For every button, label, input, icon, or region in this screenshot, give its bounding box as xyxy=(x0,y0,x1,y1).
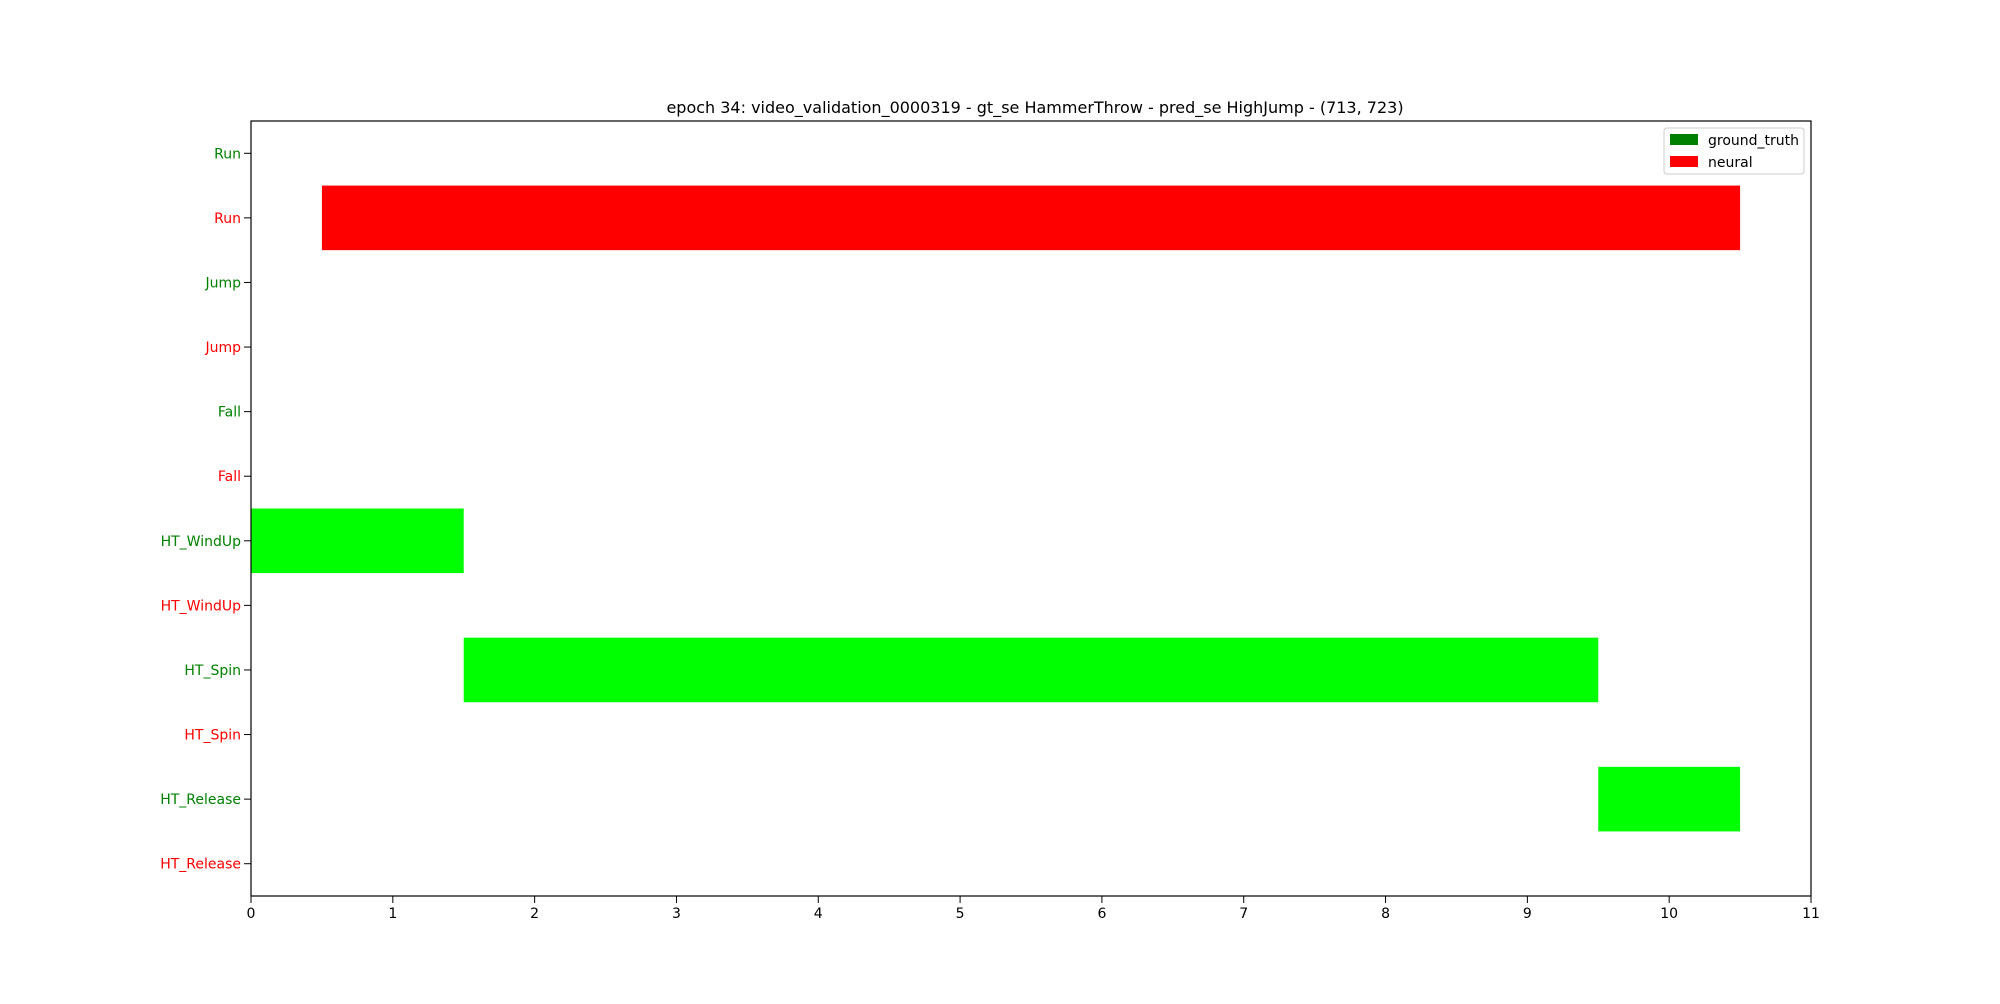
y-tick-label-8: HT_Spin xyxy=(184,663,241,679)
y-axis: Run Run Jump Jump Fall Fall HT_WindUp HT_WindUp… xyxy=(160,146,251,873)
x-tick-label-11: 11 xyxy=(1802,906,1820,922)
x-tick-label-4: 4 xyxy=(814,906,823,922)
x-tick-label-2: 2 xyxy=(530,906,539,922)
y-tick-label-6: HT_WindUp xyxy=(161,534,242,550)
legend-frame xyxy=(1663,127,1805,175)
x-tick-label-9: 9 xyxy=(1523,906,1532,922)
x-tick-label-0: 0 xyxy=(247,906,256,922)
segment-bar-1 xyxy=(251,508,464,574)
x-tick-label-6: 6 xyxy=(1097,906,1106,922)
legend-swatch-neural xyxy=(1670,156,1698,167)
y-tick-label-5: Fall xyxy=(218,469,241,485)
y-tick-label-0: Run xyxy=(214,146,241,162)
y-tick-label-3: Jump xyxy=(204,340,241,356)
x-tick-label-7: 7 xyxy=(1239,906,1248,922)
y-tick-label-9: HT_Spin xyxy=(184,728,241,744)
legend-swatch-ground-truth xyxy=(1670,134,1698,145)
y-tick-label-2: Jump xyxy=(204,275,241,291)
legend-label-ground-truth: ground_truth xyxy=(1708,133,1799,149)
segment-bar-2 xyxy=(463,637,1599,703)
segment-bar-3 xyxy=(1598,766,1741,832)
plot-area-frame xyxy=(250,120,1812,897)
segment-bar-0 xyxy=(321,185,1741,251)
legend-label-neural: neural xyxy=(1708,155,1753,171)
x-axis: 0 1 2 3 4 5 6 7 8 9 10 11 xyxy=(247,896,1820,922)
y-tick-label-7: HT_WindUp xyxy=(161,598,242,614)
chart-title: epoch 34: video_validation_0000319 - gt_… xyxy=(666,98,1403,118)
x-tick-label-10: 10 xyxy=(1660,906,1678,922)
bars-layer xyxy=(251,185,1741,832)
x-tick-label-3: 3 xyxy=(672,906,681,922)
x-tick-label-8: 8 xyxy=(1381,906,1390,922)
x-tick-label-5: 5 xyxy=(956,906,965,922)
y-tick-label-4: Fall xyxy=(218,405,241,421)
x-tick-label-1: 1 xyxy=(388,906,397,922)
y-tick-label-11: HT_Release xyxy=(160,857,241,873)
y-tick-label-10: HT_Release xyxy=(160,792,241,808)
y-tick-label-1: Run xyxy=(214,211,241,227)
legend: ground_truth neural xyxy=(1663,127,1805,175)
